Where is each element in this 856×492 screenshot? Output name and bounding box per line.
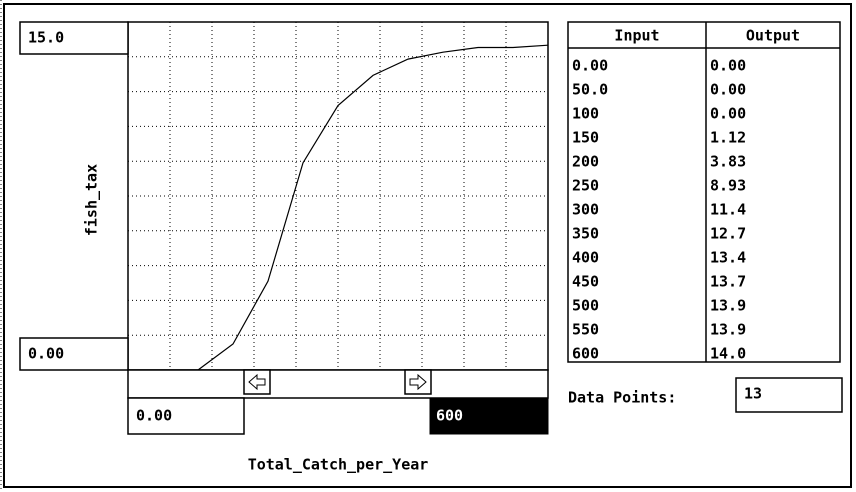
table-cell: 13.9: [710, 297, 746, 315]
table-cell: 600: [572, 345, 599, 363]
y-max: 15.0: [28, 29, 64, 47]
table-cell: 550: [572, 321, 599, 339]
plot-area: [127, 21, 549, 371]
column-header: Output: [746, 27, 800, 45]
table-cell: 13.7: [710, 273, 746, 291]
y-min-field[interactable]: [19, 337, 129, 371]
y-min: 0.00: [28, 345, 64, 363]
table-cell: 100: [572, 105, 599, 123]
arrow-right: [409, 373, 427, 391]
column-header: Input: [614, 27, 659, 45]
y-max-field[interactable]: [19, 21, 129, 55]
x-min-field[interactable]: [127, 397, 245, 435]
data-points-field[interactable]: [735, 377, 843, 413]
table-cell: 0.00: [710, 57, 746, 75]
table-cell: 150: [572, 129, 599, 147]
data-points-value: 13: [744, 385, 762, 403]
arrow-left: [248, 373, 266, 391]
x-max-field[interactable]: [429, 397, 549, 435]
table-cell: 50.0: [572, 81, 608, 99]
table-cell: 11.4: [710, 201, 746, 219]
data-points-label: Data Points:: [568, 389, 676, 407]
table-cell: 300: [572, 201, 599, 219]
x-axis-label: Total_Catch_per_Year: [248, 456, 429, 474]
table-cell: 0.00: [572, 57, 608, 75]
plot-frame: [127, 21, 549, 371]
y-axis-label: fish_tax: [83, 164, 101, 236]
x-max: 600: [436, 407, 463, 425]
table-cell: 200: [572, 153, 599, 171]
table-cell: 8.93: [710, 177, 746, 195]
table-cell: 0.00: [710, 81, 746, 99]
table-cell: 350: [572, 225, 599, 243]
table-cell: 250: [572, 177, 599, 195]
table-cell: 14.0: [710, 345, 746, 363]
scrollbar[interactable]: [127, 369, 549, 399]
table-cell: 500: [572, 297, 599, 315]
table-cell: 0.00: [710, 105, 746, 123]
table-frame: [567, 21, 841, 363]
table-cell: 450: [572, 273, 599, 291]
table-cell: 1.12: [710, 129, 746, 147]
table-cell: 400: [572, 249, 599, 267]
table-cell: 12.7: [710, 225, 746, 243]
x-min: 0.00: [136, 407, 172, 425]
table-cell: 13.4: [710, 249, 746, 267]
table-cell: 3.83: [710, 153, 746, 171]
table-cell: 13.9: [710, 321, 746, 339]
